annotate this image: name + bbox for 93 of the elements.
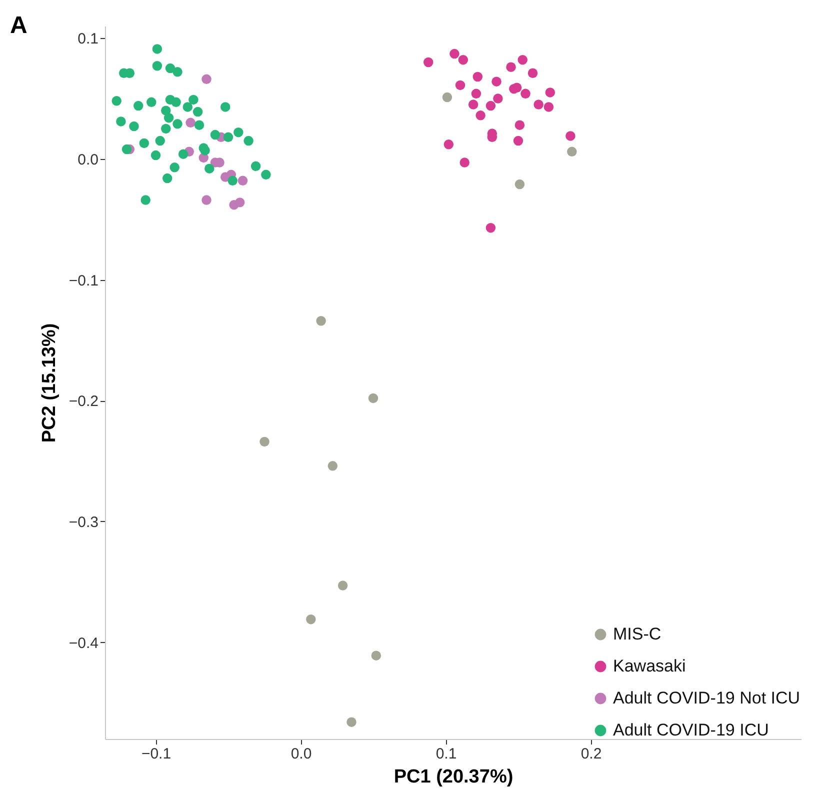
point <box>172 119 182 129</box>
point <box>545 88 556 98</box>
point <box>202 74 212 84</box>
point <box>338 580 348 590</box>
point <box>371 650 382 660</box>
point <box>150 150 161 160</box>
point <box>202 195 212 205</box>
y-tick-label: 0.1 <box>78 30 98 48</box>
point <box>164 112 174 123</box>
point <box>486 222 496 233</box>
point <box>178 149 188 159</box>
point <box>471 88 482 99</box>
point <box>200 146 210 156</box>
point <box>493 94 503 104</box>
point <box>244 136 254 146</box>
text: A <box>10 12 28 39</box>
point <box>518 54 528 65</box>
point <box>528 68 538 78</box>
point <box>129 121 139 132</box>
point <box>223 132 234 142</box>
point <box>316 316 326 326</box>
point <box>261 170 271 180</box>
point <box>492 76 502 86</box>
point <box>122 144 132 154</box>
legend-label: MIS-C <box>613 624 662 644</box>
y-tick-label: −0.2 <box>68 393 98 410</box>
point <box>468 100 478 110</box>
point <box>165 63 176 74</box>
point <box>458 54 468 65</box>
y-tick-label: −0.1 <box>68 272 98 290</box>
point <box>116 116 126 126</box>
point <box>455 80 466 90</box>
point <box>328 461 338 471</box>
point <box>140 195 150 205</box>
point <box>476 110 486 120</box>
point <box>139 138 150 148</box>
y-tick-label: −0.4 <box>68 634 98 652</box>
point <box>234 198 245 208</box>
x-tick-label: −0.1 <box>141 746 172 762</box>
point <box>514 179 525 190</box>
point <box>486 100 496 111</box>
point <box>182 102 193 112</box>
point <box>513 136 524 146</box>
point <box>506 62 516 72</box>
point <box>566 131 576 141</box>
point <box>460 158 470 168</box>
point <box>346 717 356 727</box>
x-tick-label: 0.0 <box>290 746 312 762</box>
point <box>234 127 244 138</box>
point <box>152 61 162 71</box>
point <box>192 106 203 117</box>
point <box>368 393 378 404</box>
point <box>171 97 181 107</box>
point <box>567 146 577 157</box>
point <box>512 82 522 92</box>
point <box>444 140 454 150</box>
legend-label: Kawasaki <box>613 656 686 676</box>
point <box>423 57 434 68</box>
point <box>186 118 196 128</box>
point <box>544 102 554 112</box>
point <box>250 161 261 172</box>
point <box>162 173 172 184</box>
point <box>194 120 204 130</box>
point <box>520 88 530 99</box>
point <box>161 124 171 134</box>
point <box>260 436 270 447</box>
legend-label: Adult COVID-19 Not ICU <box>613 688 800 708</box>
y-tick-label: −0.3 <box>68 514 98 531</box>
point <box>188 94 198 105</box>
point <box>228 176 238 186</box>
point <box>534 100 544 110</box>
point <box>155 136 165 146</box>
x-axis-title: PC1 (20.37%) <box>394 766 514 788</box>
point <box>238 176 248 186</box>
point <box>146 97 156 107</box>
legend-label: Adult COVID-19 ICU <box>613 720 769 740</box>
point <box>450 48 460 59</box>
y-axis-title: PC2 (15.13%) <box>38 323 60 443</box>
point <box>472 72 483 82</box>
point <box>170 162 180 172</box>
point <box>172 67 182 77</box>
point <box>204 164 214 174</box>
point <box>442 92 452 102</box>
y-tick-label: 0.0 <box>78 151 98 168</box>
point <box>133 100 144 111</box>
point <box>220 102 230 112</box>
x-tick-label: 0.1 <box>436 746 457 762</box>
point <box>112 96 122 106</box>
point <box>514 120 525 130</box>
point <box>152 44 162 54</box>
point <box>210 130 220 140</box>
point <box>306 614 316 624</box>
x-tick-label: 0.2 <box>580 746 602 762</box>
